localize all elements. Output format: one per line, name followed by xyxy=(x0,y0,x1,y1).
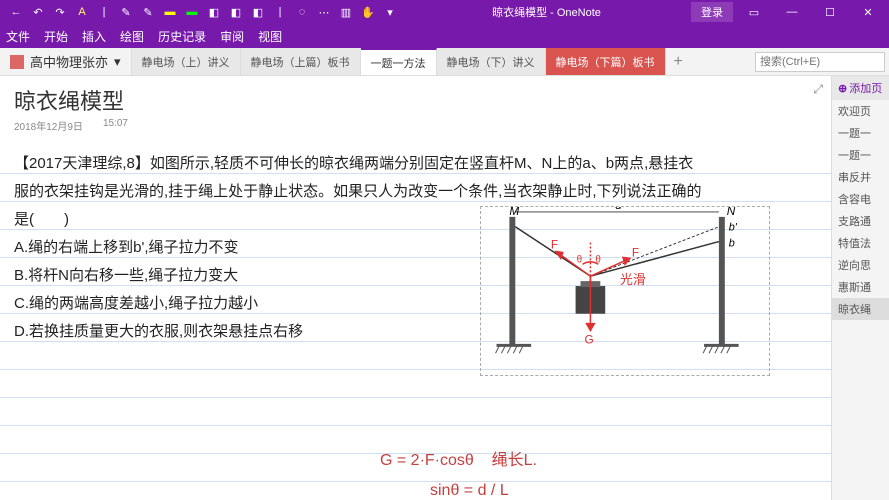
page-date: 2018年12月9日 xyxy=(14,118,83,133)
section-tab[interactable]: 静电场（上篇）板书 xyxy=(241,48,361,75)
section-tab[interactable]: 静电场（上）讲义 xyxy=(132,48,241,75)
svg-text:N: N xyxy=(727,207,736,218)
font-color-icon[interactable]: A xyxy=(72,2,92,22)
more-icon[interactable]: ⋯ xyxy=(314,2,334,22)
handwriting-annotation[interactable]: G = 2·F·cosθ 绳长L. sinθ = d / L 当d. L不变，θ… xyxy=(380,446,639,500)
close-icon[interactable]: ✕ xyxy=(851,0,885,24)
plus-icon: ⊕ xyxy=(838,82,847,95)
menubar: 文件 开始 插入 绘图 历史记录 审阅 视图 xyxy=(0,24,889,48)
page-list-item[interactable]: 特值法 xyxy=(832,232,889,254)
page-list-item[interactable]: 含容电 xyxy=(832,188,889,210)
chevron-down-icon: ▾ xyxy=(114,54,121,70)
section-tab[interactable]: 静电场（下）讲义 xyxy=(437,48,546,75)
svg-text:θ: θ xyxy=(595,254,601,265)
svg-text:θ: θ xyxy=(577,254,583,265)
add-section-button[interactable]: + xyxy=(666,53,691,71)
menu-view[interactable]: 视图 xyxy=(258,28,282,45)
highlighter2-icon[interactable]: ▬ xyxy=(182,2,202,22)
pen2-icon[interactable]: ✎ xyxy=(138,2,158,22)
page-time: 15:07 xyxy=(103,118,128,133)
eraser2-icon[interactable]: ◧ xyxy=(226,2,246,22)
page-list-item[interactable]: 惠斯通 xyxy=(832,276,889,298)
page-list-item[interactable]: 支路通 xyxy=(832,210,889,232)
page-list-item[interactable]: 串反并 xyxy=(832,166,889,188)
highlighter-icon[interactable]: ▬ xyxy=(160,2,180,22)
menu-history[interactable]: 历史记录 xyxy=(158,28,206,45)
svg-text:G: G xyxy=(584,332,593,346)
menu-home[interactable]: 开始 xyxy=(44,28,68,45)
page-list-item[interactable]: 欢迎页 xyxy=(832,100,889,122)
expand-icon[interactable]: ⤢ xyxy=(813,82,823,97)
svg-text:b: b xyxy=(729,238,735,250)
back-icon[interactable]: ← xyxy=(6,2,26,22)
minimize-icon[interactable]: — xyxy=(775,0,809,24)
svg-text:M: M xyxy=(509,207,519,218)
page-list-item[interactable]: 逆向思 xyxy=(832,254,889,276)
page-list-item[interactable]: 一题一 xyxy=(832,122,889,144)
lasso-icon[interactable]: ◌ xyxy=(292,2,312,22)
pen-icon[interactable]: ✎ xyxy=(116,2,136,22)
svg-text:F: F xyxy=(551,238,558,252)
section-tab[interactable]: 静电场（下篇）板书 xyxy=(546,48,666,75)
problem-line: 【2017天津理综,8】如图所示,轻质不可伸长的晾衣绳两端分别固定在竖直杆M、N… xyxy=(14,150,817,178)
eraser3-icon[interactable]: ◧ xyxy=(248,2,268,22)
undo-icon[interactable]: ↶ xyxy=(28,2,48,22)
window-title: 晾衣绳模型 - OneNote xyxy=(406,4,687,20)
redo-icon[interactable]: ↷ xyxy=(50,2,70,22)
hand-icon[interactable]: ✋ xyxy=(358,2,378,22)
svg-text:b': b' xyxy=(729,222,738,234)
sep2-icon: | xyxy=(270,2,290,22)
svg-text:光滑: 光滑 xyxy=(620,272,646,287)
svg-text:F: F xyxy=(632,245,639,259)
notebook-icon xyxy=(10,55,24,69)
dd-icon[interactable]: ▾ xyxy=(380,2,400,22)
maximize-icon[interactable]: ☐ xyxy=(813,0,847,24)
svg-text:d: d xyxy=(615,207,622,212)
page-title[interactable]: 晾衣绳模型 xyxy=(0,76,831,118)
problem-line: 服的衣架挂钩是光滑的,挂于绳上处于静止状态。如果只人为改变一个条件,当衣架静止时… xyxy=(14,178,817,206)
login-button[interactable]: 登录 xyxy=(691,2,733,22)
physics-diagram[interactable]: M N b' b d F F G θ θ 光滑 xyxy=(480,206,770,376)
page-list-item[interactable]: 晾衣绳 xyxy=(832,298,889,320)
panel-icon[interactable]: ▥ xyxy=(336,2,356,22)
menu-file[interactable]: 文件 xyxy=(6,28,30,45)
add-page-button[interactable]: ⊕ 添加页 xyxy=(832,76,889,100)
notebook-name: 高中物理张亦 xyxy=(30,52,108,71)
sep-icon: | xyxy=(94,2,114,22)
section-tab[interactable]: 一题一方法 xyxy=(361,48,437,75)
menu-review[interactable]: 审阅 xyxy=(220,28,244,45)
ribbon-display-icon[interactable]: ▭ xyxy=(737,0,771,24)
eraser-icon[interactable]: ◧ xyxy=(204,2,224,22)
notebook-selector[interactable]: 高中物理张亦 ▾ xyxy=(0,48,132,75)
page-list-item[interactable]: 一题一 xyxy=(832,144,889,166)
menu-insert[interactable]: 插入 xyxy=(82,28,106,45)
menu-draw[interactable]: 绘图 xyxy=(120,28,144,45)
search-input[interactable] xyxy=(755,52,885,72)
